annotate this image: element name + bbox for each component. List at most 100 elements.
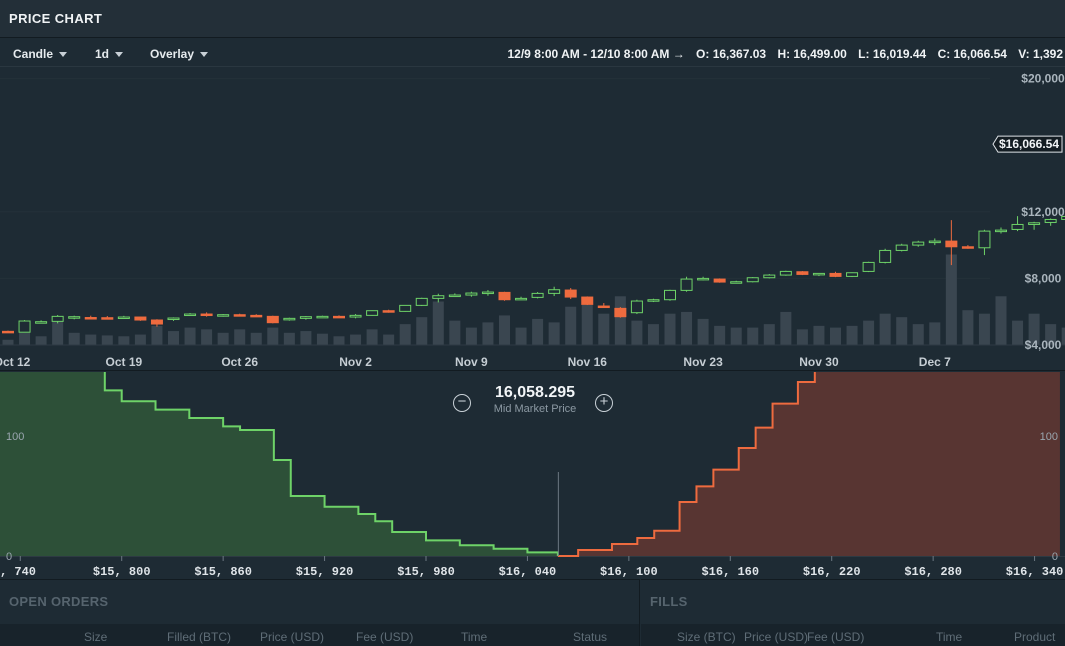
x-tick-label: $16, 100 <box>600 565 658 578</box>
candle-body <box>1061 215 1065 220</box>
candle-body <box>1028 222 1041 225</box>
candle-body <box>829 272 842 277</box>
candle-body <box>746 277 759 283</box>
volume-bar <box>449 320 461 345</box>
candle-body <box>680 278 693 291</box>
column-header[interactable]: Size (BTC) <box>677 630 736 644</box>
volume-bar <box>267 327 279 345</box>
candle-body <box>68 316 81 319</box>
candle-body <box>730 281 743 284</box>
volume-bar <box>647 324 659 345</box>
chevron-down-icon <box>200 52 209 58</box>
candle-body <box>349 314 362 318</box>
mid-market-price: 16,058.295 Mid Market Price <box>450 384 620 415</box>
volume-bar <box>416 317 428 345</box>
x-tick-label: Dec 7 <box>919 355 951 369</box>
zoom-out-button[interactable]: − <box>453 394 471 412</box>
volume-bar <box>68 332 80 345</box>
x-tick-label: $16, 340 <box>1006 565 1064 578</box>
y-tick-label: $8,000 <box>1025 271 1062 285</box>
candle-body <box>432 295 445 299</box>
fills-panel: FILLS Size (BTC) Price (USD) Fee (USD) T… <box>641 579 1065 646</box>
volume-bar <box>532 318 544 345</box>
volume-bar <box>879 313 891 345</box>
depth-chart[interactable]: 20020010010000, 740$15, 800$15, 860$15, … <box>0 372 1065 578</box>
volume-bar <box>1061 327 1065 345</box>
volume-bar <box>250 332 262 345</box>
volume-bar <box>151 325 163 345</box>
candle-body <box>564 289 577 298</box>
volume-bar <box>614 296 626 345</box>
high-value: H: 16,499.00 <box>777 47 847 61</box>
page-title: PRICE CHART <box>9 11 103 26</box>
candle-body <box>548 289 561 294</box>
candle-body <box>266 315 279 324</box>
candle-body <box>316 315 329 319</box>
chart-toolbar: Candle 1d Overlay 12/9 8:00 AM - 12/10 8… <box>0 39 1065 67</box>
chart-type-dropdown[interactable]: Candle <box>13 47 68 61</box>
bid-depth-area <box>0 372 558 556</box>
candle-body <box>465 292 478 296</box>
volume-bar <box>333 336 345 345</box>
x-tick-label: $15, 920 <box>296 565 354 578</box>
volume-bar <box>35 336 47 345</box>
y-tick-label: 0 <box>6 551 12 563</box>
column-header[interactable]: Fee (USD) <box>356 630 414 644</box>
volume-bar <box>598 313 610 345</box>
y-tick-label: $20,000 <box>1021 72 1065 86</box>
candle-body <box>2 330 14 334</box>
candle-body <box>382 310 395 313</box>
candle-body <box>895 244 908 251</box>
open-value: O: 16,367.03 <box>696 47 767 61</box>
volume-bar <box>482 322 494 345</box>
candle-body <box>581 296 594 305</box>
volume-bar <box>697 318 709 345</box>
candle-body <box>415 297 428 306</box>
volume-bar <box>101 335 113 345</box>
volume-bar <box>581 304 593 345</box>
volume-bar <box>432 301 444 345</box>
column-header[interactable]: Filled (BTC) <box>167 630 232 644</box>
zoom-in-button[interactable]: + <box>595 394 613 412</box>
x-tick-label: $15, 860 <box>194 565 252 578</box>
open-orders-header: Size Filled (BTC) Price (USD) Fee (USD) … <box>0 624 639 646</box>
column-header[interactable]: Product <box>1014 630 1056 644</box>
x-tick-label: $16, 220 <box>803 565 861 578</box>
interval-dropdown[interactable]: 1d <box>95 47 124 61</box>
volume-bar <box>763 324 775 345</box>
candle-body <box>978 230 991 249</box>
overlay-dropdown[interactable]: Overlay <box>150 47 209 61</box>
volume-bar <box>465 327 477 345</box>
open-orders-panel: OPEN ORDERS Size Filled (BTC) Price (USD… <box>0 579 640 646</box>
candle-body <box>35 321 48 324</box>
volume-bar <box>896 317 908 345</box>
column-header[interactable]: Price (USD) <box>744 630 809 644</box>
volume-bar <box>19 329 31 345</box>
volume-bar <box>118 336 130 345</box>
low-value: L: 16,019.44 <box>858 47 927 61</box>
column-header[interactable]: Fee (USD) <box>807 630 865 644</box>
bid-depth-line <box>103 372 559 556</box>
volume-bar <box>1028 313 1040 345</box>
column-header[interactable]: Time <box>461 630 488 644</box>
column-header[interactable]: Status <box>573 630 608 644</box>
candle-body <box>928 240 941 244</box>
x-tick-label: Nov 2 <box>339 355 372 369</box>
interval-label: 1d <box>95 47 110 61</box>
candle-body <box>399 304 412 312</box>
column-header[interactable]: Size <box>84 630 108 644</box>
last-price-marker <box>992 135 1063 153</box>
candle-body <box>697 277 710 281</box>
volume-bar <box>548 322 560 345</box>
candle-body <box>134 316 147 321</box>
volume-bar <box>664 313 676 345</box>
top-bar: PRICE CHART <box>0 0 1065 38</box>
column-header[interactable]: Price (USD) <box>260 630 325 644</box>
x-tick-label: Oct 26 <box>221 355 258 369</box>
y-tick-label: $12,000 <box>1021 205 1065 219</box>
volume-bar <box>515 327 527 345</box>
candle-body <box>366 310 379 316</box>
column-header[interactable]: Time <box>936 630 963 644</box>
volume-bar <box>168 331 179 345</box>
price-chart[interactable]: $4,000 $8,000 $12,000 $20,000 $16,066.54 Oct … <box>0 67 1065 371</box>
